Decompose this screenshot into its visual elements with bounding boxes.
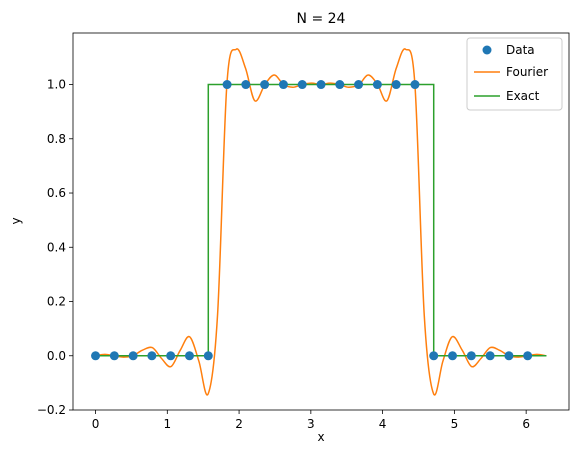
- x-tick-label: 5: [451, 417, 459, 431]
- data-point: [316, 80, 326, 90]
- data-point: [485, 351, 495, 361]
- y-tick-label: 0.0: [47, 349, 66, 363]
- data-point: [184, 351, 194, 361]
- y-tick-label: 0.6: [47, 186, 66, 200]
- data-point: [91, 351, 101, 361]
- x-tick-label: 3: [307, 417, 315, 431]
- x-axis-label: x: [317, 430, 324, 444]
- legend-label-data: Data: [506, 43, 535, 57]
- data-point: [166, 351, 176, 361]
- data-point: [372, 80, 382, 90]
- x-axis: 0 1 2 3 4 5 6: [92, 410, 530, 431]
- data-point: [147, 351, 157, 361]
- data-point: [128, 351, 138, 361]
- y-tick-label: 1.0: [47, 78, 66, 92]
- data-point: [241, 80, 251, 90]
- y-tick-label: 0.2: [47, 295, 66, 309]
- data-point: [523, 351, 533, 361]
- data-point: [448, 351, 458, 361]
- x-tick-label: 6: [522, 417, 530, 431]
- data-point: [297, 80, 307, 90]
- x-tick-label: 0: [92, 417, 100, 431]
- chart-title: N = 24: [297, 11, 346, 27]
- y-tick-label: −0.2: [37, 403, 66, 417]
- x-tick-label: 2: [235, 417, 243, 431]
- y-axis: −0.2 0.0 0.2 0.4 0.6 0.8 1.0: [37, 78, 73, 417]
- plot-frame: [72, 32, 570, 411]
- x-tick-label: 1: [163, 417, 171, 431]
- series-exact-line: [95, 83, 547, 357]
- y-tick-label: 0.8: [47, 132, 66, 146]
- legend-box: [466, 37, 563, 111]
- data-point: [335, 80, 345, 90]
- data-point: [504, 351, 514, 361]
- data-point: [203, 351, 213, 361]
- data-point: [410, 80, 420, 90]
- plot-area: [91, 48, 547, 396]
- data-point: [354, 80, 364, 90]
- legend-marker-data: [482, 45, 492, 55]
- y-axis-label: y: [9, 217, 23, 224]
- data-point: [391, 80, 401, 90]
- data-point: [109, 351, 119, 361]
- data-point: [429, 351, 439, 361]
- data-point: [278, 80, 288, 90]
- legend-label-fourier: Fourier: [506, 65, 548, 79]
- data-point: [466, 351, 476, 361]
- data-point: [260, 80, 270, 90]
- x-tick-label: 4: [379, 417, 387, 431]
- legend: Data Fourier Exact: [466, 37, 563, 111]
- legend-label-exact: Exact: [506, 89, 540, 103]
- y-tick-label: 0.4: [47, 240, 66, 254]
- data-point: [222, 80, 232, 90]
